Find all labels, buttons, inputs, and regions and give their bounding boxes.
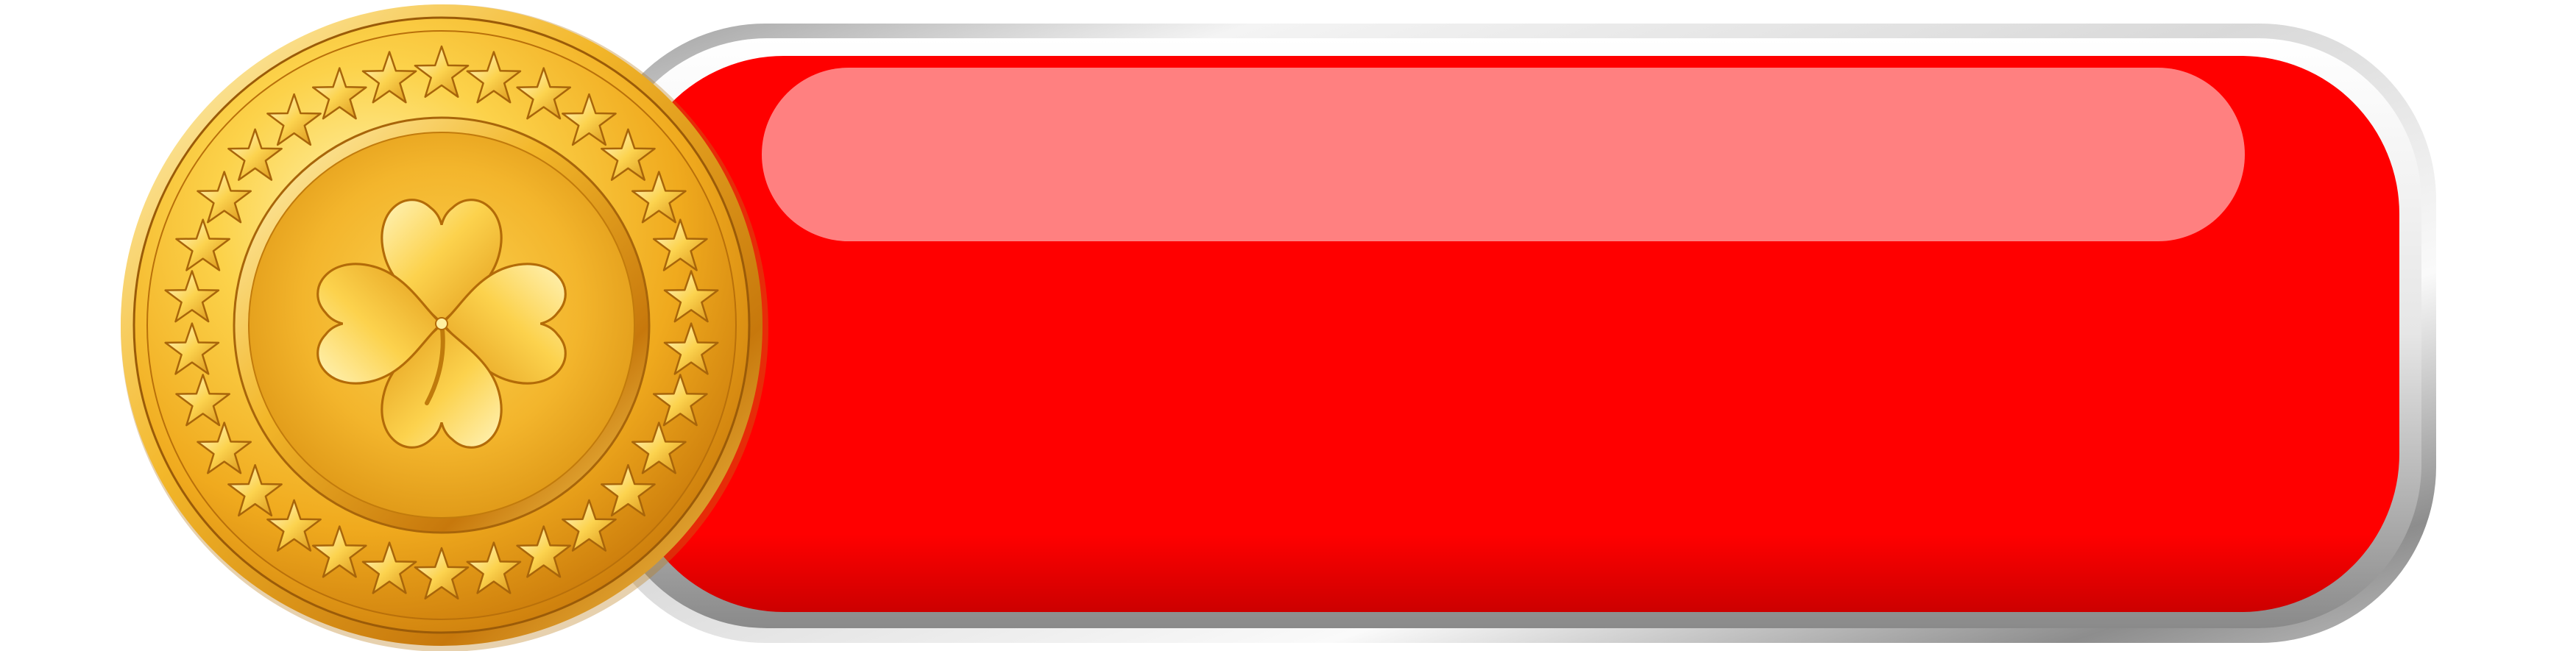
star-icon bbox=[164, 270, 220, 323]
star-icon bbox=[266, 499, 322, 552]
banner-button[interactable] bbox=[589, 24, 2436, 643]
clover-center bbox=[435, 317, 448, 330]
star-icon bbox=[652, 218, 708, 271]
star-icon bbox=[663, 270, 719, 323]
star-icon bbox=[361, 51, 417, 104]
star-icon bbox=[227, 463, 283, 517]
star-icon bbox=[311, 67, 367, 120]
star-icon bbox=[266, 93, 322, 146]
star-icon bbox=[631, 421, 687, 474]
star-icon bbox=[601, 463, 656, 517]
clover-stem bbox=[425, 321, 445, 405]
star-icon bbox=[652, 374, 708, 427]
star-icon bbox=[562, 93, 617, 146]
star-icon bbox=[361, 541, 417, 594]
star-icon bbox=[414, 45, 470, 98]
star-icon bbox=[175, 374, 231, 427]
star-icon bbox=[466, 541, 522, 594]
star-icon bbox=[466, 51, 522, 104]
banner-gloss-highlight bbox=[762, 68, 2245, 241]
star-icon bbox=[311, 525, 367, 578]
four-leaf-clover-icon bbox=[316, 199, 567, 449]
star-icon bbox=[516, 67, 572, 120]
star-icon bbox=[414, 547, 470, 600]
star-icon bbox=[175, 218, 231, 271]
star-icon bbox=[601, 128, 656, 181]
star-icon bbox=[631, 171, 687, 224]
star-icon bbox=[227, 128, 283, 181]
star-icon bbox=[197, 171, 252, 224]
coin-star-ring bbox=[164, 45, 719, 600]
gold-coin bbox=[121, 4, 768, 651]
star-icon bbox=[164, 322, 220, 375]
star-icon bbox=[516, 525, 572, 578]
star-icon bbox=[562, 499, 617, 552]
star-icon bbox=[663, 322, 719, 375]
star-icon bbox=[197, 421, 252, 474]
